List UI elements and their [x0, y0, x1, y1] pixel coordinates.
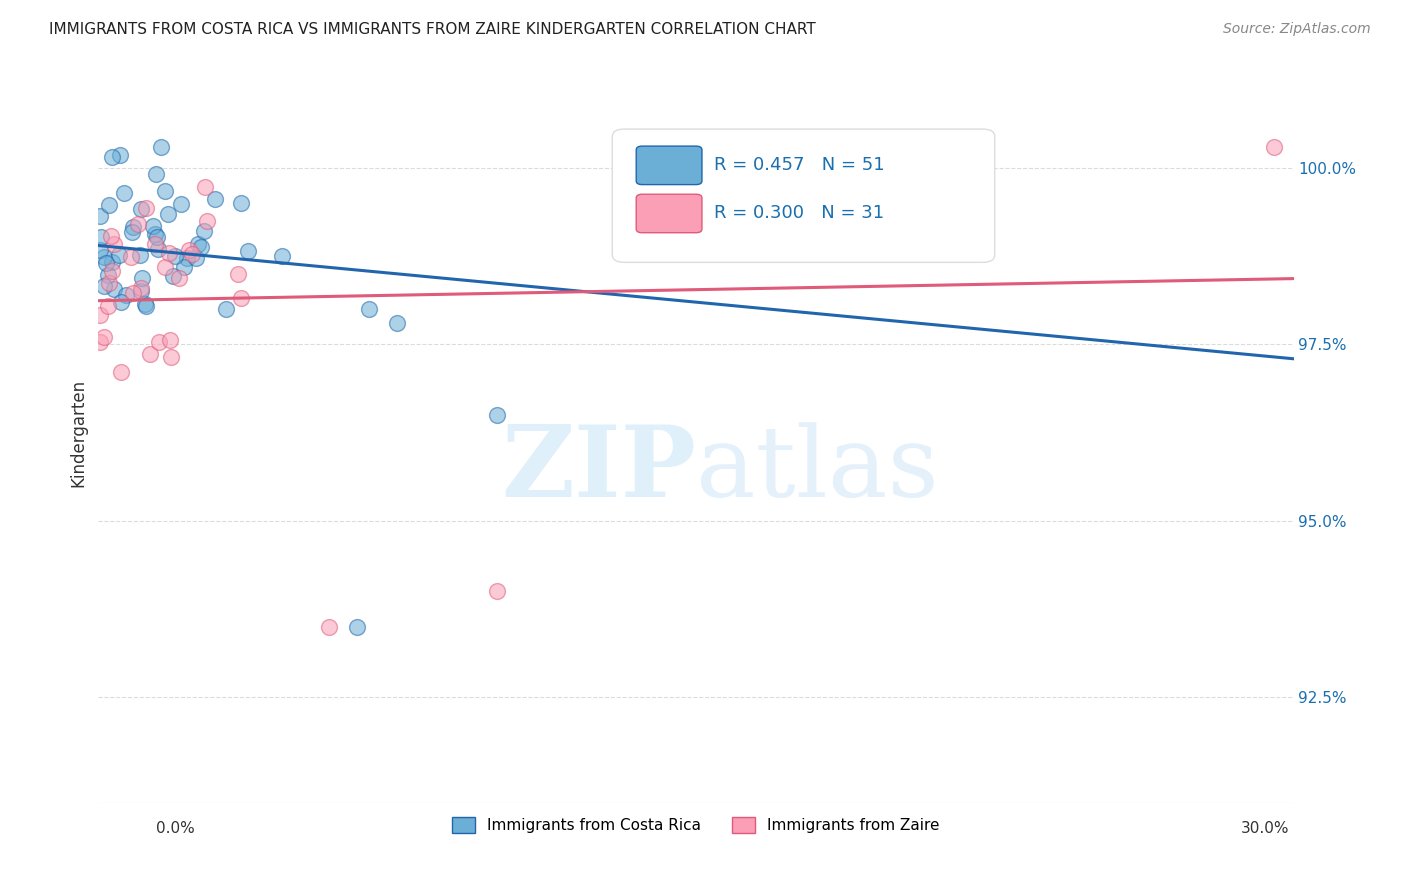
Point: [100, 254, 122, 268]
Point: [187, 236, 209, 251]
Point: [1263, 140, 1285, 154]
FancyBboxPatch shape: [637, 194, 702, 233]
Legend: Immigrants from Costa Rica, Immigrants from Zaire: Immigrants from Costa Rica, Immigrants f…: [446, 812, 946, 839]
Point: [134, 297, 156, 311]
Point: [120, 250, 142, 264]
Point: [122, 219, 145, 234]
Point: [153, 260, 176, 274]
Point: [485, 408, 508, 422]
Point: [128, 247, 150, 261]
Point: [143, 227, 166, 242]
Point: [135, 299, 157, 313]
Point: [89, 335, 111, 350]
Point: [159, 333, 181, 347]
Point: [89, 243, 111, 257]
Point: [385, 316, 409, 330]
Point: [148, 242, 170, 256]
Point: [162, 269, 184, 284]
Point: [135, 202, 157, 216]
Point: [156, 207, 179, 221]
FancyBboxPatch shape: [637, 146, 702, 185]
Point: [103, 282, 125, 296]
Point: [131, 271, 153, 285]
Point: [180, 247, 202, 261]
Text: 0.0%: 0.0%: [156, 821, 195, 836]
Point: [157, 246, 180, 260]
Point: [231, 195, 253, 210]
Point: [204, 192, 226, 206]
Point: [90, 229, 112, 244]
Point: [110, 365, 132, 379]
Point: [108, 248, 131, 262]
Point: [131, 202, 153, 216]
Point: [127, 217, 149, 231]
Point: [97, 277, 120, 291]
Point: [186, 251, 208, 265]
Point: [97, 268, 120, 282]
Point: [131, 284, 153, 298]
Point: [485, 584, 508, 599]
Point: [155, 184, 177, 198]
Point: [173, 260, 195, 275]
Point: [89, 308, 111, 322]
Point: [121, 225, 143, 239]
Point: [93, 251, 115, 265]
Text: atlas: atlas: [696, 422, 939, 517]
Point: [318, 619, 340, 633]
Point: [138, 347, 160, 361]
Point: [129, 281, 152, 295]
Point: [89, 210, 111, 224]
Point: [190, 240, 212, 254]
Point: [115, 288, 138, 302]
Point: [215, 302, 238, 317]
Point: [179, 243, 201, 257]
FancyBboxPatch shape: [613, 129, 995, 262]
Point: [359, 302, 381, 317]
Point: [101, 264, 124, 278]
Text: R = 0.300   N = 31: R = 0.300 N = 31: [714, 203, 884, 222]
Point: [236, 244, 259, 258]
Point: [231, 291, 253, 305]
Point: [94, 256, 117, 270]
Point: [112, 186, 135, 201]
Point: [163, 248, 186, 262]
Point: [98, 197, 121, 211]
Point: [194, 180, 217, 194]
Point: [226, 267, 249, 281]
Point: [160, 350, 183, 364]
Point: [193, 223, 215, 237]
Point: [904, 147, 927, 161]
Point: [346, 619, 368, 633]
Point: [97, 299, 120, 313]
Point: [100, 229, 122, 244]
Text: Source: ZipAtlas.com: Source: ZipAtlas.com: [1223, 22, 1371, 37]
Point: [142, 219, 165, 233]
Point: [93, 279, 115, 293]
Point: [145, 167, 167, 181]
Point: [270, 249, 292, 263]
Point: [146, 230, 169, 244]
Point: [169, 270, 191, 285]
Point: [170, 197, 193, 211]
Text: IMMIGRANTS FROM COSTA RICA VS IMMIGRANTS FROM ZAIRE KINDERGARTEN CORRELATION CHA: IMMIGRANTS FROM COSTA RICA VS IMMIGRANTS…: [49, 22, 815, 37]
Point: [93, 329, 115, 343]
Text: ZIP: ZIP: [501, 421, 696, 518]
Point: [148, 334, 170, 349]
Y-axis label: Kindergarten: Kindergarten: [69, 378, 87, 487]
Point: [143, 237, 166, 252]
Point: [100, 150, 122, 164]
Point: [176, 251, 198, 265]
Point: [150, 140, 173, 154]
Text: R = 0.457   N = 51: R = 0.457 N = 51: [714, 155, 884, 174]
Point: [108, 147, 131, 161]
Point: [197, 214, 219, 228]
Point: [103, 237, 125, 252]
Point: [110, 294, 132, 309]
Text: 30.0%: 30.0%: [1241, 821, 1289, 836]
Point: [122, 285, 145, 300]
